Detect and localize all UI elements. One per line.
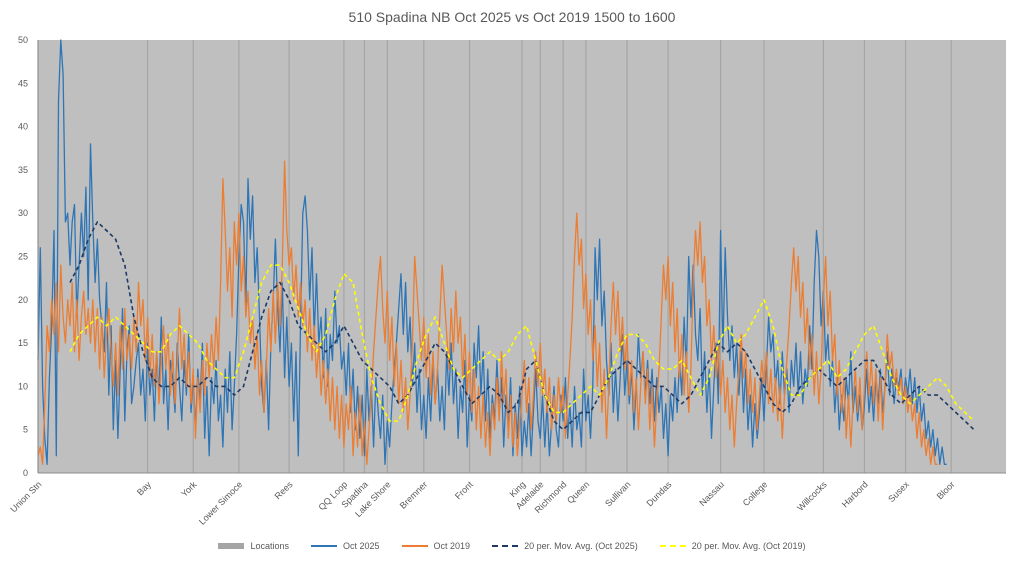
- location-bar-13: [585, 40, 587, 473]
- y-tick-label: 10: [18, 381, 28, 391]
- location-bar-5: [343, 40, 345, 473]
- y-tick-label: 15: [18, 338, 28, 348]
- legend-item-0: Locations: [218, 541, 289, 551]
- x-tick-label: Harbord: [840, 479, 870, 509]
- x-tick-label: Bay: [135, 479, 153, 497]
- y-tick-label: 40: [18, 122, 28, 132]
- legend-swatch: [492, 545, 519, 547]
- legend-label: 20 per. Mov. Avg. (Oct 2025): [524, 541, 638, 551]
- location-bar-9: [468, 40, 471, 473]
- location-bar-11: [539, 40, 541, 473]
- location-bar-19: [863, 40, 866, 473]
- legend-swatch: [218, 543, 245, 549]
- legend-label: 20 per. Mov. Avg. (Oct 2019): [691, 541, 806, 551]
- x-tick-label: Rees: [273, 479, 295, 501]
- y-tick-label: 0: [23, 468, 28, 478]
- legend: Locations Oct 2025 Oct 2019 20 per. Mov. Av…: [0, 536, 1024, 556]
- x-tick-label: Lower Simoce: [197, 479, 244, 526]
- legend-item-4: 20 per. Mov. Avg. (Oct 2019): [659, 541, 806, 551]
- x-tick-label: Front: [453, 479, 475, 501]
- location-bar-6: [363, 40, 366, 473]
- location-bar-20: [904, 40, 907, 473]
- x-tick-label: Queen: [565, 479, 591, 505]
- location-bar-12: [562, 40, 564, 473]
- legend-swatch: [659, 545, 686, 547]
- legend-label: Oct 2025: [343, 541, 380, 551]
- location-bar-18: [822, 40, 824, 473]
- x-tick-label: York: [179, 479, 199, 499]
- x-tick-label: Willcocks: [795, 479, 829, 513]
- legend-label: Locations: [250, 541, 289, 551]
- location-bar-1: [146, 40, 149, 473]
- location-bar-2: [192, 40, 194, 473]
- x-tick-label: Dundas: [645, 479, 674, 508]
- y-tick-label: 35: [18, 165, 28, 175]
- chart-svg: 510 Spadina NB Oct 2025 vs Oct 2019 1500…: [8, 9, 1006, 527]
- x-tick-label: Bremner: [398, 479, 429, 510]
- x-tick-label: Nassau: [697, 479, 726, 508]
- legend-label: Oct 2019: [433, 541, 471, 551]
- x-tick-label: Susex: [886, 479, 911, 504]
- location-bar-14: [626, 40, 628, 473]
- y-tick-label: 20: [18, 295, 28, 305]
- chart-title: 510 Spadina NB Oct 2025 vs Oct 2019 1500…: [349, 9, 676, 25]
- y-tick-label: 30: [18, 208, 28, 218]
- series-line-1: [37, 160, 938, 465]
- location-bar-17: [763, 40, 765, 473]
- location-bar-10: [521, 40, 523, 473]
- legend-item-1: Oct 2025: [311, 541, 380, 551]
- series-layer: [37, 39, 975, 465]
- x-tick-label: College: [741, 479, 770, 508]
- location-bar-8: [423, 40, 425, 473]
- location-bar-7: [386, 40, 388, 473]
- y-axis: 0 5 10 15 20 25 30 35 40 45 50: [18, 35, 39, 478]
- series-line-2: [69, 221, 975, 431]
- y-tick-label: 5: [23, 425, 28, 435]
- y-tick-label: 25: [18, 252, 28, 262]
- legend-swatch: [311, 545, 337, 547]
- x-tick-label: Sullivan: [603, 479, 632, 508]
- legend-item-2: Oct 2019: [401, 541, 471, 551]
- x-tick-label: Union Stn: [8, 479, 43, 514]
- y-tick-label: 50: [18, 35, 28, 45]
- series-line-3: [69, 264, 975, 422]
- legend-item-3: 20 per. Mov. Avg. (Oct 2025): [492, 541, 638, 551]
- legend-swatch: [401, 545, 428, 547]
- location-bar-21: [950, 40, 952, 473]
- x-tick-label: Bloor: [935, 479, 957, 501]
- y-tick-label: 45: [18, 78, 28, 88]
